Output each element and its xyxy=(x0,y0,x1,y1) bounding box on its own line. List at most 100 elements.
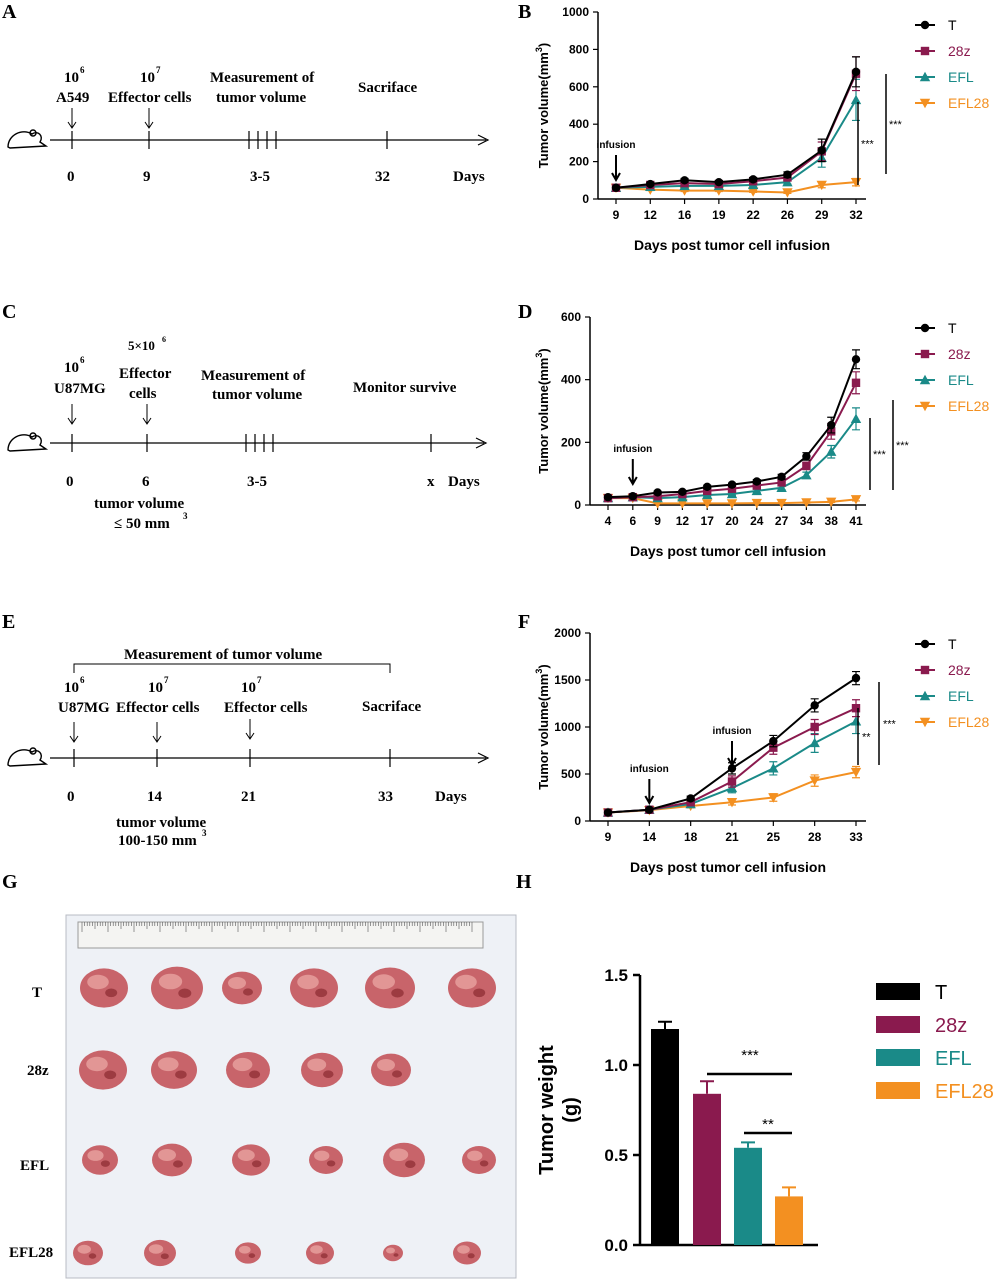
data-point xyxy=(809,776,820,786)
tumor-highlight xyxy=(389,1148,409,1162)
data-point xyxy=(919,374,931,385)
data-point xyxy=(680,176,689,185)
x-tick-label: 29 xyxy=(815,208,829,222)
data-point xyxy=(920,639,930,649)
a-days: Days xyxy=(453,169,485,185)
data-point xyxy=(919,71,931,82)
data-point xyxy=(768,763,779,773)
legend-label: 28z xyxy=(948,346,971,362)
panel-a-letter: A xyxy=(2,1,17,23)
photo-background xyxy=(65,914,517,1279)
c-note-exp: 3 xyxy=(183,511,188,521)
data-point xyxy=(851,378,861,387)
e-bracket-label: Measurement of tumor volume xyxy=(124,647,322,663)
data-point xyxy=(801,470,812,480)
c-down-arrows xyxy=(67,404,152,425)
legend-label: 28z xyxy=(948,662,971,678)
a-measure-1: Measurement of xyxy=(210,70,315,86)
series-line xyxy=(615,71,857,189)
data-point xyxy=(645,805,654,814)
tumor-specimen xyxy=(462,1146,496,1174)
row-label-efl28: EFL28 xyxy=(9,1245,53,1261)
series-t xyxy=(603,670,861,817)
e-bracket xyxy=(73,663,391,673)
y-tick-label: 400 xyxy=(569,117,589,131)
data-point xyxy=(920,665,930,675)
x-tick-label: 9 xyxy=(654,514,661,528)
tumor-specimen xyxy=(151,966,203,1010)
panel-c-timeline: C 5×10 6 10 6 Effector cells U87MG Measu… xyxy=(2,301,488,532)
y-tick-label: 1.0 xyxy=(604,1056,628,1075)
significance-stars: *** xyxy=(741,1047,759,1064)
legend-swatch xyxy=(876,1049,920,1066)
tumor-highlight xyxy=(372,974,395,990)
c-tick-3-5: 3-5 xyxy=(247,474,267,490)
legend-label: EFL28 xyxy=(935,1081,993,1103)
e-tick-0: 0 xyxy=(67,789,75,805)
x-tick-label: 38 xyxy=(825,514,839,528)
data-point xyxy=(826,497,837,508)
tumor-shadow xyxy=(178,988,192,998)
a-down-arrows xyxy=(67,108,154,129)
legend-label: EFL xyxy=(948,372,974,388)
tumor-shadow xyxy=(88,1253,97,1259)
tumor-shadow xyxy=(315,988,328,998)
tumor-shadow xyxy=(104,1070,117,1080)
error-bar xyxy=(782,1186,796,1197)
c-measure-2: tumor volume xyxy=(212,387,302,403)
legend-label: EFL xyxy=(935,1048,972,1070)
data-point xyxy=(752,477,761,486)
x-tick-label: 25 xyxy=(767,830,781,844)
y-tick-label: 1500 xyxy=(554,673,581,687)
data-point xyxy=(727,764,737,773)
data-point xyxy=(768,793,779,803)
infusion-label: infusion xyxy=(597,140,636,151)
c-tick-6: 6 xyxy=(142,474,150,490)
tumor-highlight xyxy=(386,1247,395,1254)
data-point xyxy=(851,673,861,683)
panel-e-letter: E xyxy=(2,611,15,633)
x-tick-label: 34 xyxy=(800,514,814,528)
tumor-highlight xyxy=(232,1057,253,1072)
infusion-arrow xyxy=(644,779,655,806)
y-tick-label: 600 xyxy=(569,80,589,94)
data-point xyxy=(686,794,695,803)
tumor-specimen xyxy=(371,1053,411,1087)
chart-d-tumor-volume: D 0 200 400 600 4 6 9 12 17 20 24 27 34 38 41 Tumor volu… xyxy=(518,301,989,559)
x-tick-label: 22 xyxy=(746,208,760,222)
data-point xyxy=(850,495,862,505)
infusion-label: infusion xyxy=(613,444,652,455)
data-point xyxy=(851,704,861,713)
data-point xyxy=(809,737,820,748)
tumor-specimen xyxy=(226,1051,270,1089)
panel-letter: B xyxy=(518,1,531,23)
c-measure-1: Measurement of xyxy=(201,368,306,384)
x-tick-label: 16 xyxy=(678,208,692,222)
x-tick-label: 12 xyxy=(676,514,690,528)
tumor-specimen xyxy=(306,1241,334,1265)
data-point xyxy=(850,767,862,778)
data-point xyxy=(851,67,861,77)
tumor-specimen xyxy=(79,1050,127,1090)
tumor-specimen xyxy=(448,968,496,1008)
c-tick-0: 0 xyxy=(66,474,74,490)
y-tick-label: 1000 xyxy=(562,5,589,19)
tumor-shadow xyxy=(248,1253,256,1258)
c-days: Days xyxy=(448,474,480,490)
tumor-specimen xyxy=(301,1052,343,1088)
error-bar xyxy=(700,1080,714,1094)
data-point xyxy=(751,485,762,496)
tumor-shadow xyxy=(243,988,253,996)
c-timeline-axis xyxy=(50,434,488,452)
y-tick-label: 500 xyxy=(561,767,581,781)
tumor-specimen xyxy=(73,1240,103,1266)
panel-letter: D xyxy=(518,301,532,323)
data-point xyxy=(776,482,787,492)
series-efl xyxy=(610,78,862,192)
infusion-arrow xyxy=(611,155,621,183)
infusion-arrow xyxy=(627,459,638,487)
y-tick-label: 0.0 xyxy=(604,1236,628,1255)
tumor-highlight xyxy=(77,1244,91,1254)
